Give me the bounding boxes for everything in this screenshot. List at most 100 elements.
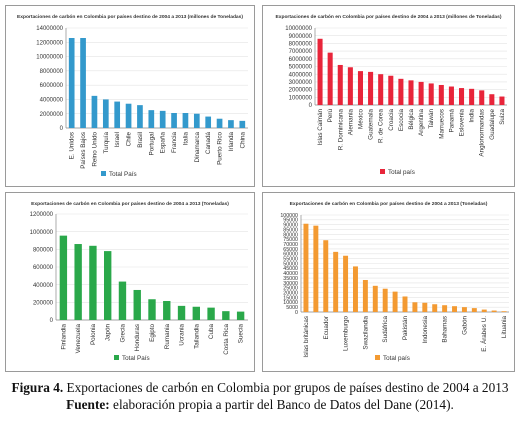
y-tick-label: 70000 — [283, 242, 298, 248]
x-tick-label: Pakistán — [402, 316, 409, 341]
y-tick-label: 0 — [295, 310, 298, 316]
bar — [372, 285, 378, 312]
bar — [192, 306, 200, 320]
bar — [118, 281, 127, 320]
bar — [491, 310, 497, 312]
bar — [479, 90, 485, 105]
bar — [382, 288, 388, 312]
bar — [469, 88, 475, 105]
bar — [133, 289, 141, 320]
x-tick-label: Anglonormandas — [479, 109, 486, 157]
x-tick-label: Guatemala — [368, 109, 375, 140]
y-tick-label: 35000 — [283, 276, 298, 282]
y-tick-label: 2000000 — [40, 112, 64, 118]
bar — [438, 84, 444, 105]
x-tick-label: Egipto — [149, 324, 156, 342]
bar — [353, 266, 358, 312]
y-tick-label: 800000 — [33, 247, 54, 253]
figure-caption: Figura 4. Exportaciones de carbón en Col… — [0, 379, 520, 413]
bar — [432, 304, 438, 312]
source-text: elaboración propia a partir del Banco de… — [113, 397, 454, 412]
x-tick-label: China — [239, 132, 246, 149]
bar — [388, 75, 394, 105]
y-tick-label: 10000000 — [36, 55, 63, 61]
y-tick-label: 3000000 — [289, 80, 313, 86]
bar — [91, 95, 98, 128]
bar — [303, 223, 309, 312]
x-tick-label: Suiza — [499, 109, 506, 125]
y-tick-label: 8000000 — [40, 69, 64, 75]
bar — [357, 71, 363, 105]
y-tick-label: 9000000 — [289, 34, 313, 40]
bar — [323, 240, 329, 312]
x-tick-label: Swazilandia — [362, 316, 369, 350]
y-tick-label: 1000000 — [30, 230, 54, 236]
chart-title: Exportaciones de carbón en Colombia por … — [290, 201, 488, 207]
bar — [317, 38, 323, 105]
x-tick-label: Indonesia — [422, 316, 429, 344]
y-tick-label: 75000 — [283, 237, 298, 243]
caption-text: Exportaciones de carbón en Colombia por … — [66, 380, 509, 395]
bar — [452, 306, 457, 312]
y-tick-label: 55000 — [283, 257, 298, 263]
bar — [236, 311, 245, 320]
y-tick-label: 5000 — [286, 305, 298, 311]
x-tick-label: E. Árabes U. — [479, 316, 488, 352]
x-tick-label: México — [357, 109, 364, 129]
y-tick-label: 15000 — [283, 295, 298, 301]
y-tick-label: 0 — [309, 103, 313, 109]
bar — [412, 302, 418, 312]
bar — [137, 105, 143, 128]
bar — [159, 110, 166, 128]
y-tick-label: 14000000 — [36, 26, 63, 32]
x-tick-label: Guadalupe — [489, 109, 496, 140]
x-tick-label: Israel — [114, 132, 121, 147]
legend-swatch — [114, 355, 119, 360]
y-tick-label: 30000 — [283, 281, 298, 287]
bar — [68, 38, 75, 128]
bar — [398, 78, 404, 105]
bar — [74, 244, 82, 320]
bar — [171, 113, 177, 128]
y-tick-label: 5000000 — [289, 65, 313, 71]
y-tick-label: 90000 — [283, 223, 298, 229]
bar — [102, 99, 109, 128]
y-tick-label: 6000000 — [40, 83, 64, 89]
chart-panel-top-right: Exportaciones de carbón en Colombia por … — [262, 5, 515, 187]
bar — [448, 86, 454, 105]
chart-panel-bottom-left: Exportaciones de carbón en Colombia por … — [5, 192, 255, 372]
x-tick-label: Polonia — [90, 324, 97, 346]
y-tick-label: 95000 — [283, 218, 298, 224]
bar — [402, 296, 408, 312]
bar — [489, 94, 495, 105]
bar — [114, 101, 121, 128]
bar — [378, 74, 384, 105]
bar — [182, 113, 189, 128]
bar — [347, 67, 353, 105]
bar — [216, 118, 223, 128]
chart-svg-2: Exportaciones de carbón en Colombia por … — [275, 14, 507, 176]
bar — [59, 235, 68, 320]
y-tick-label: 0 — [50, 318, 54, 324]
bar — [125, 103, 132, 128]
x-tick-label: Sudáfrica — [382, 316, 389, 343]
x-tick-label: India — [469, 109, 476, 123]
legend-swatch — [375, 355, 380, 360]
x-tick-label: Bahamas — [442, 316, 449, 343]
y-tick-label: 8000000 — [289, 42, 313, 48]
x-tick-label: Turquía — [103, 132, 110, 154]
chart-svg-4: Exportaciones de carbón en Colombia por … — [280, 201, 509, 362]
bar — [392, 291, 398, 312]
x-tick-label: E. Unidos — [69, 132, 76, 159]
bar — [163, 301, 171, 320]
bar — [327, 52, 333, 105]
bar — [471, 308, 477, 312]
chart-svg-3: Exportaciones de carbón en Colombia por … — [30, 201, 248, 362]
bar — [333, 251, 339, 312]
x-tick-label: Venezuela — [75, 324, 82, 354]
legend-swatch — [101, 171, 106, 176]
bar — [481, 309, 487, 312]
bar — [222, 311, 230, 320]
y-tick-label: 1000000 — [289, 95, 313, 101]
legend-label: Total país — [383, 355, 410, 362]
